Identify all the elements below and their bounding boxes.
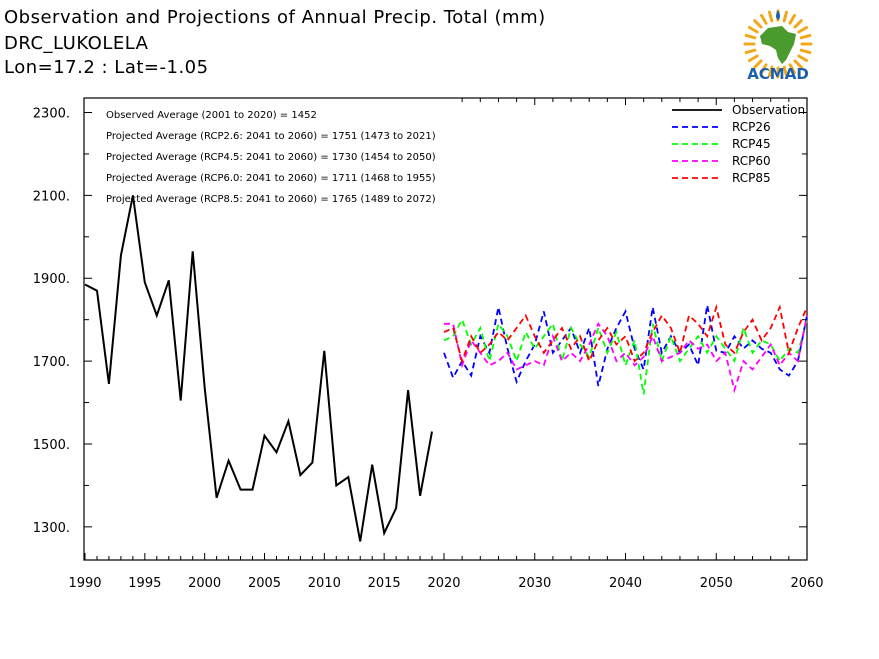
y-axis-labels: 2300. 2100. 1900. 1700. 1500. 1300. [33,107,70,536]
legend-label: RCP85 [732,171,771,185]
sun-ray [797,54,809,62]
series-line-observation [84,195,433,542]
africa-map-sun-logo-icon: ACMAD [743,9,813,83]
x-axis-labels: 1990 1995 2000 2005 2010 2015 2020 2030 2040 2050… [68,576,823,591]
x-tick-label: 2010 [308,576,341,591]
sun-ray [767,10,774,23]
x-tick-label: 1995 [128,576,161,591]
sun-ray [760,13,768,25]
x-tick-label: 2060 [790,576,823,591]
chart-title: Observation and Projections of Annual Pr… [4,7,546,28]
sun-ray [793,59,803,69]
x-tick-label: 2040 [609,576,642,591]
annotation-text: Observed Average (2001 to 2020) = 1452 [106,110,317,121]
x-tick-label: 2030 [518,576,551,591]
y-tick-label: 2300. [33,107,70,122]
legend-label: RCP26 [732,120,771,134]
sun-ray [744,33,757,40]
sun-ray [799,48,812,55]
legend-label: Observation [732,103,805,117]
chart-series [84,195,808,542]
sun-ray [788,13,796,25]
station-name: DRC_LUKOLELA [4,33,149,54]
chart-legend: Observation RCP26 RCP45 RCP60 RCP85 [672,103,805,185]
sun-ray [782,65,789,78]
x-tick-label: 2050 [700,576,733,591]
sun-ray [753,19,763,29]
sun-ray [788,63,796,75]
africa-map-icon [760,26,796,64]
sun-ray [782,10,789,23]
legend-label: RCP45 [732,137,771,151]
sun-icon [743,9,813,79]
sun-ray [747,26,759,34]
legend-label: RCP60 [732,154,771,168]
annotation-text: Projected Average (RCP8.5: 2041 to 2060)… [106,194,436,205]
sun-ray [747,54,759,62]
series-line-rcp45 [443,317,808,395]
chart-annotations: Observed Average (2001 to 2020) = 1452 Pr… [106,110,436,205]
y-tick-label: 1700. [33,355,70,370]
sun-ray [767,65,774,78]
series-line-rcp60 [444,315,808,394]
station-coords: Lon=17.2 : Lat=-1.05 [4,57,209,78]
x-tick-label: 2005 [248,576,281,591]
acmad-logo: ACMAD [738,8,818,86]
axis-ticks [84,98,808,560]
y-tick-label: 2100. [33,189,70,204]
sun-ray [797,26,809,34]
y-tick-label: 1500. [33,438,70,453]
sun-ray [799,33,812,40]
x-tick-label: 2000 [188,576,221,591]
y-tick-label: 1900. [33,272,70,287]
logo-text: ACMAD [747,65,809,83]
plot-frame [83,97,808,561]
series-line-rcp26 [443,305,808,387]
annotation-text: Projected Average (RCP6.0: 2041 to 2060)… [106,173,436,184]
y-tick-label: 1300. [33,521,70,536]
x-tick-label: 1990 [68,576,101,591]
sun-ray [793,19,803,29]
x-tick-label: 2015 [368,576,401,591]
annotation-text: Projected Average (RCP4.5: 2041 to 2060)… [106,152,436,163]
x-tick-label: 2020 [427,576,460,591]
water-drop-icon [776,10,780,20]
sun-ray [753,59,763,69]
sun-ray [760,63,768,75]
sun-ray [744,48,757,55]
series-line-rcp85 [443,303,808,365]
annotation-text: Projected Average (RCP2.6: 2041 to 2060)… [106,131,436,142]
